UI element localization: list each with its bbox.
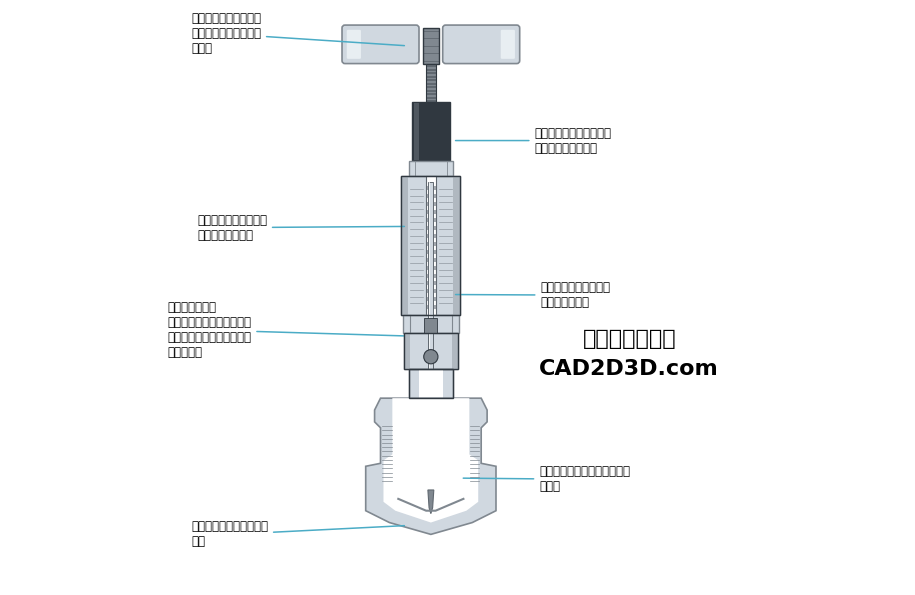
Polygon shape <box>366 398 496 534</box>
Bar <box>425 226 436 230</box>
Bar <box>425 92 436 93</box>
Text: CAD2D3D.com: CAD2D3D.com <box>539 359 719 378</box>
Bar <box>402 176 460 315</box>
Bar <box>425 74 436 76</box>
Bar <box>425 101 436 102</box>
Bar <box>403 315 459 333</box>
Bar <box>425 79 436 81</box>
Text: 阀杆螺纹为冷轧而成，
强度高，转动平滑: 阀杆螺纹为冷轧而成， 强度高，转动平滑 <box>197 214 404 242</box>
Bar <box>425 73 436 74</box>
Bar <box>425 64 436 65</box>
Text: 带方形推动杆和锁紧螺
母的不锈钢手柄保证可
靠执行: 带方形推动杆和锁紧螺 母的不锈钢手柄保证可 靠执行 <box>191 12 404 55</box>
Bar <box>425 65 436 67</box>
Text: 无旋转硬化阀针提供可靠
关断: 无旋转硬化阀针提供可靠 关断 <box>191 521 404 549</box>
Bar <box>425 281 436 286</box>
Bar <box>425 176 436 315</box>
Bar <box>402 176 460 315</box>
Bar <box>425 298 436 302</box>
Bar <box>425 93 436 95</box>
Bar <box>453 176 460 315</box>
Bar <box>425 84 436 86</box>
Bar <box>425 242 436 246</box>
Bar <box>425 88 436 90</box>
Bar <box>425 289 436 293</box>
Bar <box>425 76 436 77</box>
FancyBboxPatch shape <box>443 25 520 64</box>
FancyBboxPatch shape <box>342 25 419 64</box>
Bar <box>425 210 436 214</box>
Text: 阀杆螺纹在填料之上，
防系统介质接触: 阀杆螺纹在填料之上， 防系统介质接触 <box>456 281 610 309</box>
Polygon shape <box>383 398 479 522</box>
Bar <box>425 86 436 88</box>
Bar <box>425 194 436 198</box>
Bar <box>423 28 439 64</box>
Bar <box>425 69 436 71</box>
Bar <box>409 368 453 398</box>
Bar <box>409 161 453 176</box>
Bar <box>425 274 436 277</box>
Circle shape <box>424 350 438 364</box>
Bar <box>425 90 436 92</box>
Bar <box>425 83 436 84</box>
Bar <box>425 186 436 190</box>
Text: 不锈钢阀杆套防止污垢和
灰尘侵入阀杆螺纹内: 不锈钢阀杆套防止污垢和 灰尘侵入阀杆螺纹内 <box>456 127 611 155</box>
Bar <box>402 176 408 315</box>
Bar <box>425 176 436 315</box>
Bar <box>425 64 436 102</box>
FancyBboxPatch shape <box>501 30 515 59</box>
Bar <box>425 258 436 262</box>
Polygon shape <box>428 490 434 513</box>
Text: 工业自动化专家: 工业自动化专家 <box>583 329 676 349</box>
Bar <box>425 265 436 270</box>
Bar <box>425 318 437 333</box>
FancyBboxPatch shape <box>347 30 361 59</box>
Bar <box>404 333 410 368</box>
Bar <box>428 182 433 516</box>
Bar <box>425 305 436 309</box>
Bar <box>404 333 458 368</box>
Bar <box>425 81 436 83</box>
Bar <box>419 368 443 398</box>
Bar <box>414 104 419 160</box>
Bar <box>425 202 436 206</box>
Text: 两件式铰链连接
实现无旋转阀针特点。连接
位于填料上方，可防止与系
统介质接触: 两件式铰链连接 实现无旋转阀针特点。连接 位于填料上方，可防止与系 统介质接触 <box>167 301 404 359</box>
Bar <box>404 333 458 368</box>
Bar <box>425 99 436 101</box>
Bar <box>409 368 453 398</box>
Bar <box>425 234 436 238</box>
Text: 安全背阀座阀针在全开位置能
够密封: 安全背阀座阀针在全开位置能 够密封 <box>463 465 630 493</box>
Bar <box>425 67 436 69</box>
Bar <box>425 218 436 222</box>
Bar <box>425 95 436 97</box>
Bar <box>452 333 458 368</box>
Bar <box>425 250 436 253</box>
Bar <box>425 71 436 73</box>
Bar <box>412 102 450 161</box>
Bar <box>425 97 436 99</box>
Bar <box>425 77 436 79</box>
Bar <box>429 182 430 516</box>
